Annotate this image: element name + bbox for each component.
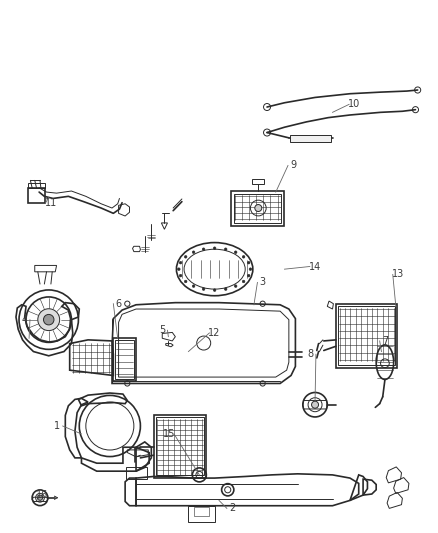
Text: 7: 7 <box>382 336 388 346</box>
Circle shape <box>242 280 245 283</box>
Text: 8: 8 <box>307 349 314 359</box>
Bar <box>113 338 136 381</box>
Text: 15: 15 <box>162 429 175 439</box>
Bar <box>28 188 45 203</box>
Circle shape <box>184 280 187 283</box>
Circle shape <box>177 268 180 270</box>
Text: 13: 13 <box>392 270 404 279</box>
Text: 12: 12 <box>208 328 221 338</box>
Text: 4: 4 <box>21 314 28 325</box>
Text: 16: 16 <box>36 490 48 500</box>
Bar <box>234 193 281 223</box>
Circle shape <box>249 268 252 270</box>
Circle shape <box>202 248 205 251</box>
Bar <box>127 467 148 479</box>
Circle shape <box>234 251 237 254</box>
Circle shape <box>311 401 318 408</box>
Text: 3: 3 <box>260 278 266 287</box>
Circle shape <box>184 255 187 258</box>
Text: 10: 10 <box>348 99 360 109</box>
Circle shape <box>192 251 195 254</box>
Circle shape <box>247 261 250 264</box>
Bar <box>194 507 209 516</box>
Circle shape <box>192 285 195 287</box>
Circle shape <box>224 248 227 251</box>
Text: 5: 5 <box>159 325 166 335</box>
Bar <box>153 415 206 478</box>
Circle shape <box>179 261 182 264</box>
Circle shape <box>224 288 227 290</box>
Bar <box>231 191 284 225</box>
Circle shape <box>179 274 182 277</box>
Text: 11: 11 <box>45 198 57 208</box>
Bar <box>28 182 45 188</box>
Bar <box>188 506 215 522</box>
Circle shape <box>242 255 245 258</box>
Bar <box>290 135 331 142</box>
Bar <box>338 306 395 365</box>
Circle shape <box>234 285 237 287</box>
Bar <box>155 417 204 475</box>
Text: 14: 14 <box>309 262 321 271</box>
Circle shape <box>255 205 262 212</box>
Circle shape <box>247 274 250 277</box>
Circle shape <box>43 314 54 325</box>
Bar <box>115 341 134 378</box>
Circle shape <box>37 495 42 500</box>
Text: 1: 1 <box>54 421 60 431</box>
Circle shape <box>213 247 216 249</box>
Bar <box>336 304 397 368</box>
Circle shape <box>38 309 60 330</box>
Circle shape <box>202 288 205 290</box>
Text: 2: 2 <box>229 503 235 513</box>
Text: 6: 6 <box>116 298 122 309</box>
Circle shape <box>213 289 216 292</box>
Text: 9: 9 <box>290 160 296 171</box>
